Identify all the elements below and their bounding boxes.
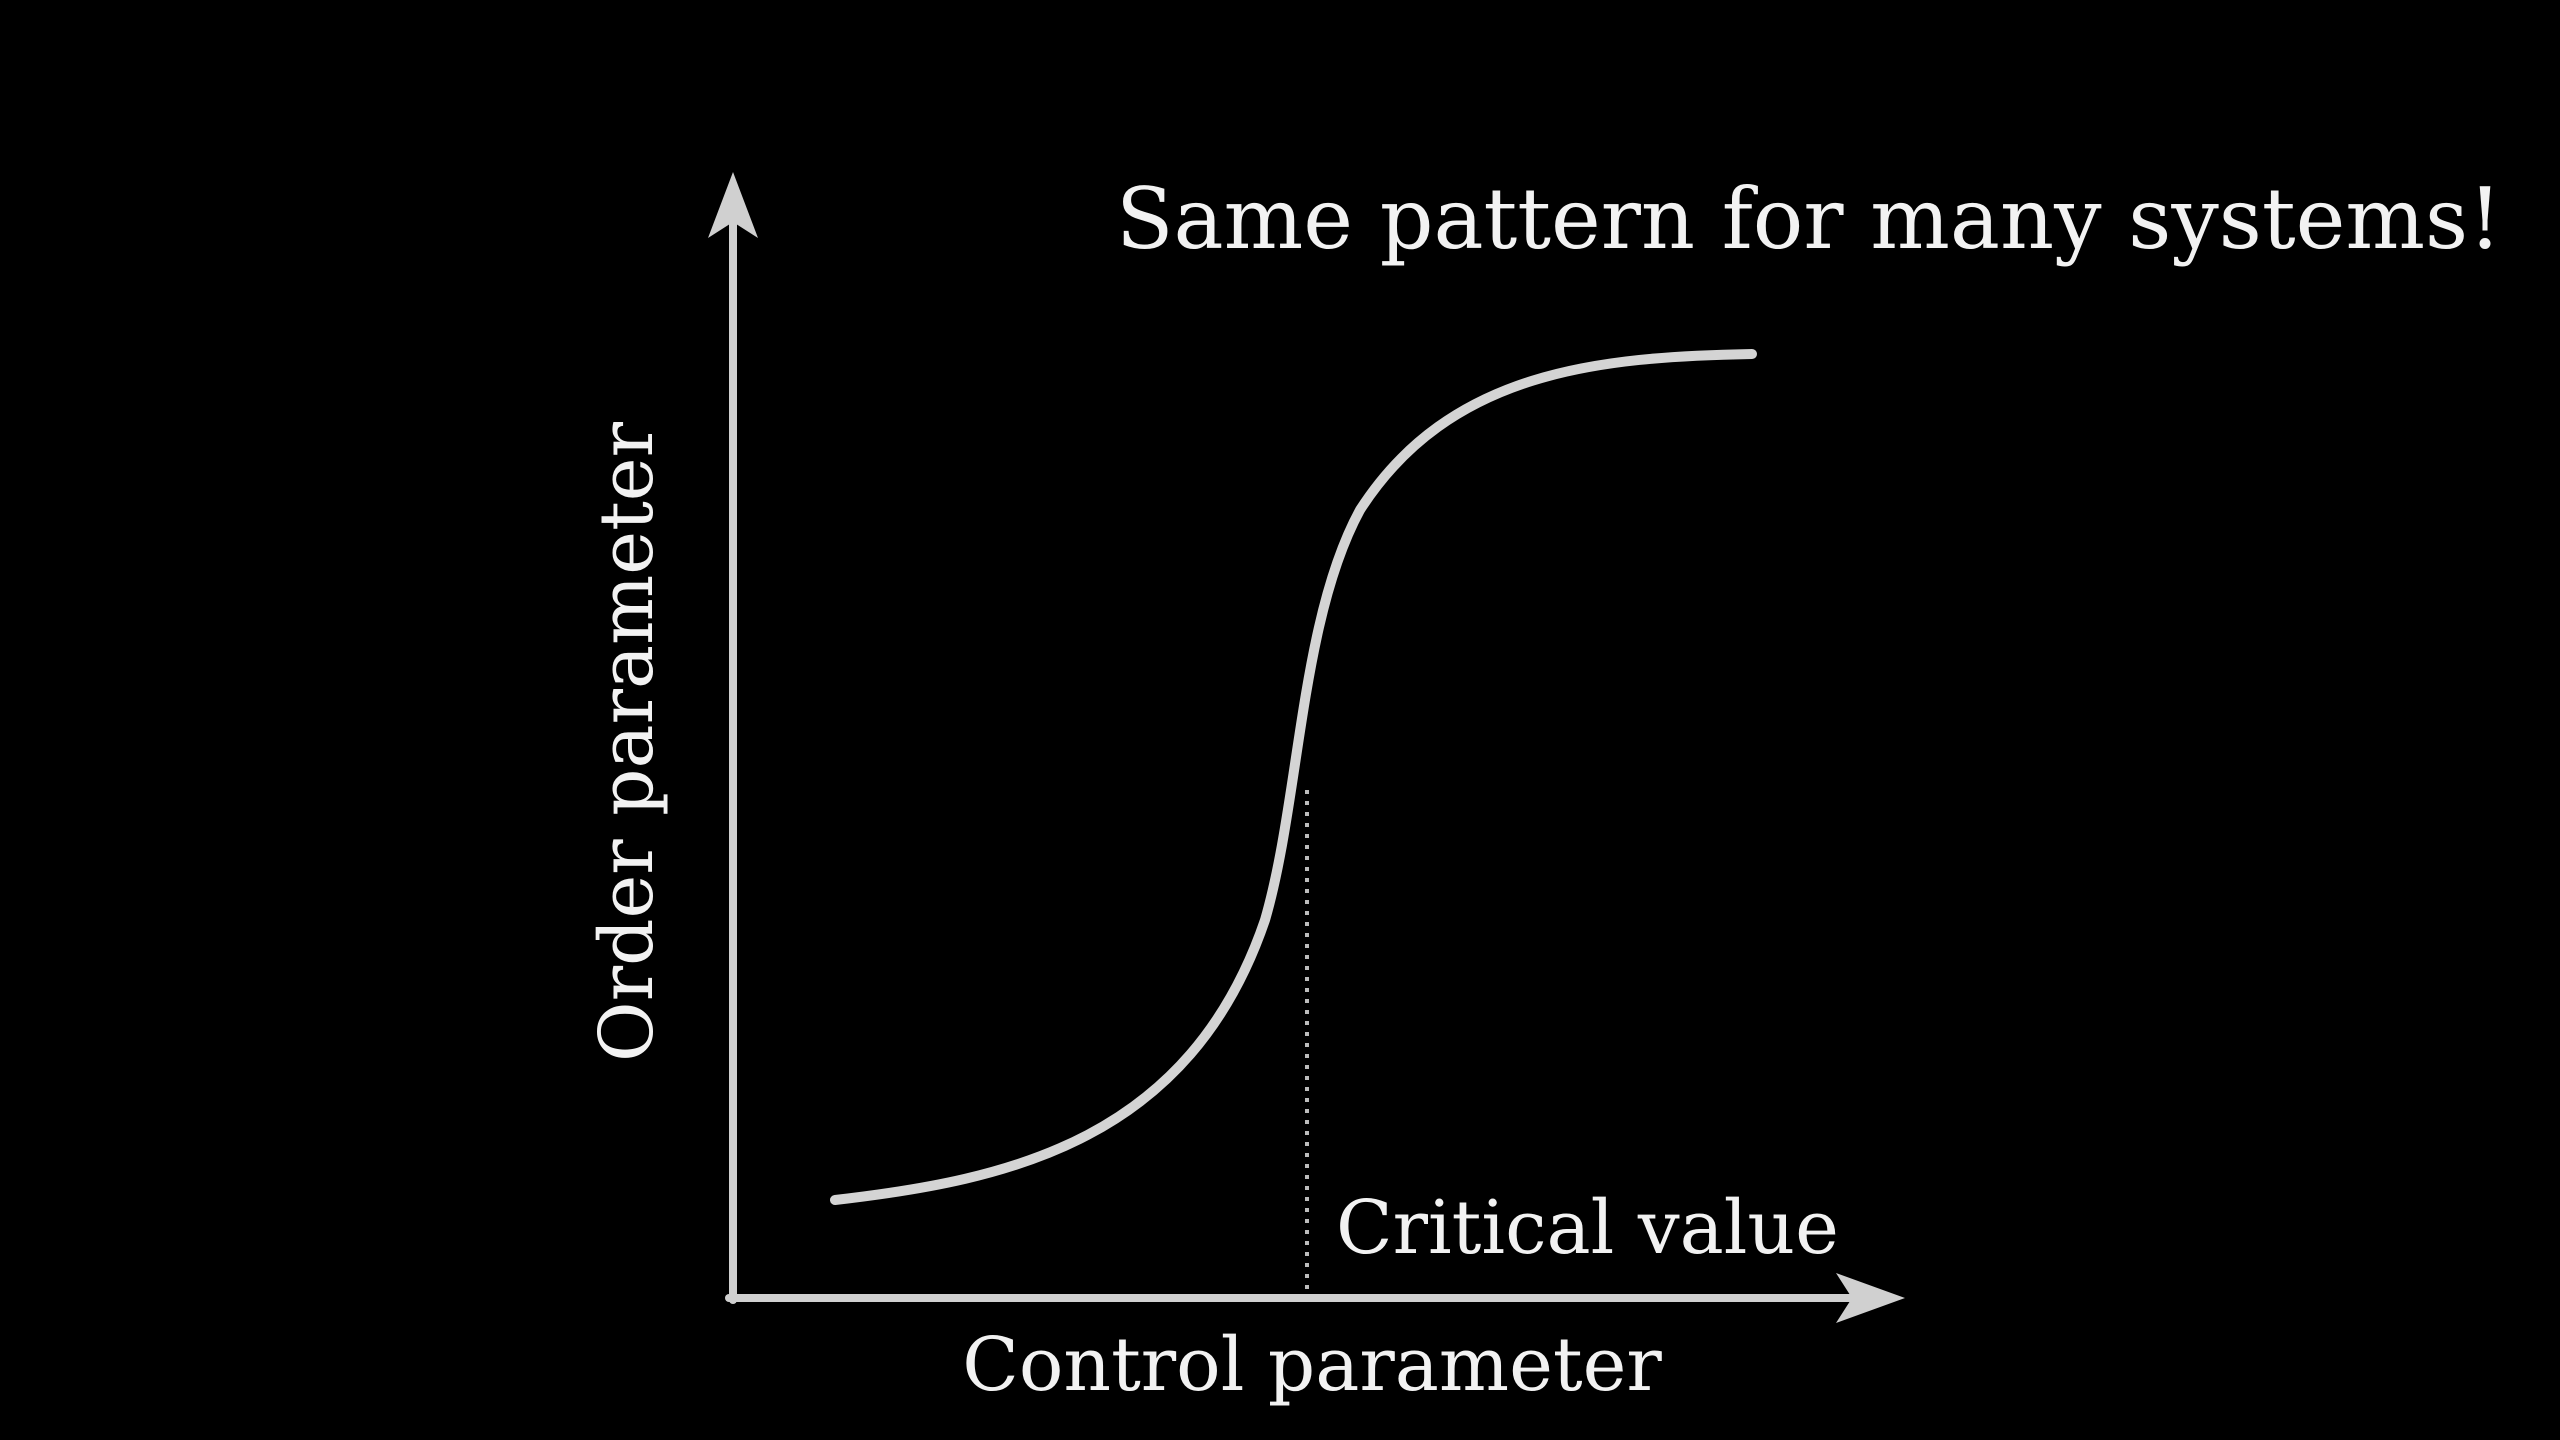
headline-text: Same pattern for many systems! (1116, 170, 2502, 268)
critical-value-label: Critical value (1336, 1185, 1839, 1271)
y-axis-arrowhead (708, 172, 758, 238)
sigmoid-curve (830, 349, 1757, 1205)
x-axis-arrowhead (1836, 1273, 1905, 1323)
y-axis-label: Order parameter (584, 421, 670, 1062)
x-axis-label: Control parameter (962, 1322, 1662, 1408)
